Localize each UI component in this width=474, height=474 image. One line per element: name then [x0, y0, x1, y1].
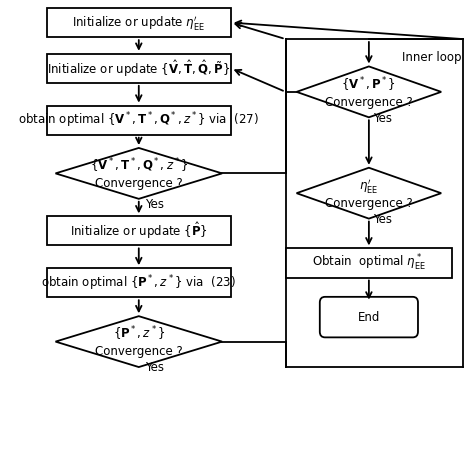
FancyBboxPatch shape: [47, 106, 231, 135]
Text: Yes: Yes: [146, 199, 164, 211]
FancyBboxPatch shape: [47, 268, 231, 297]
FancyBboxPatch shape: [286, 248, 452, 277]
Text: obtain optimal $\{\mathbf{P}^*, z^*\}$ via  (23): obtain optimal $\{\mathbf{P}^*, z^*\}$ v…: [41, 273, 236, 292]
Text: $\eta_{\mathrm{EE}}'$
Convergence ?: $\eta_{\mathrm{EE}}'$ Convergence ?: [325, 177, 413, 210]
Text: Yes: Yes: [373, 213, 392, 226]
FancyBboxPatch shape: [47, 54, 231, 83]
Text: Initialize or update $\eta_{\mathrm{EE}}'$: Initialize or update $\eta_{\mathrm{EE}}…: [72, 14, 205, 32]
Text: Yes: Yes: [146, 362, 164, 374]
Text: $\{\mathbf{P}^*, z^*\}$
Convergence ?: $\{\mathbf{P}^*, z^*\}$ Convergence ?: [95, 325, 182, 358]
Polygon shape: [55, 148, 222, 199]
FancyBboxPatch shape: [47, 216, 231, 246]
Text: Initialize or update $\{\hat{\mathbf{P}}\}$: Initialize or update $\{\hat{\mathbf{P}}…: [70, 220, 208, 241]
Text: $\{\mathbf{V}^*, \mathbf{T}^*, \mathbf{Q}^*, z^*\}$
Convergence ?: $\{\mathbf{V}^*, \mathbf{T}^*, \mathbf{Q…: [90, 156, 188, 190]
Polygon shape: [297, 66, 441, 117]
Text: Obtain  optimal $\eta_{\mathrm{EE}}^*$: Obtain optimal $\eta_{\mathrm{EE}}^*$: [312, 253, 426, 273]
Polygon shape: [55, 316, 222, 367]
Text: obtain optimal $\{\mathbf{V}^*, \mathbf{T}^*, \mathbf{Q}^*, z^*\}$ via  (27): obtain optimal $\{\mathbf{V}^*, \mathbf{…: [18, 110, 259, 130]
FancyBboxPatch shape: [320, 297, 418, 337]
Text: Yes: Yes: [373, 112, 392, 125]
Text: Inner loop: Inner loop: [402, 52, 461, 64]
Text: Initialize or update $\{\hat{\mathbf{V}}, \hat{\mathbf{T}}, \hat{\mathbf{Q}}, \t: Initialize or update $\{\hat{\mathbf{V}}…: [47, 58, 230, 79]
Polygon shape: [297, 168, 441, 219]
Text: $\{\mathbf{V}^*, \mathbf{P}^*\}$
Convergence ?: $\{\mathbf{V}^*, \mathbf{P}^*\}$ Converg…: [325, 75, 413, 109]
FancyBboxPatch shape: [47, 8, 231, 37]
Text: End: End: [358, 310, 380, 324]
